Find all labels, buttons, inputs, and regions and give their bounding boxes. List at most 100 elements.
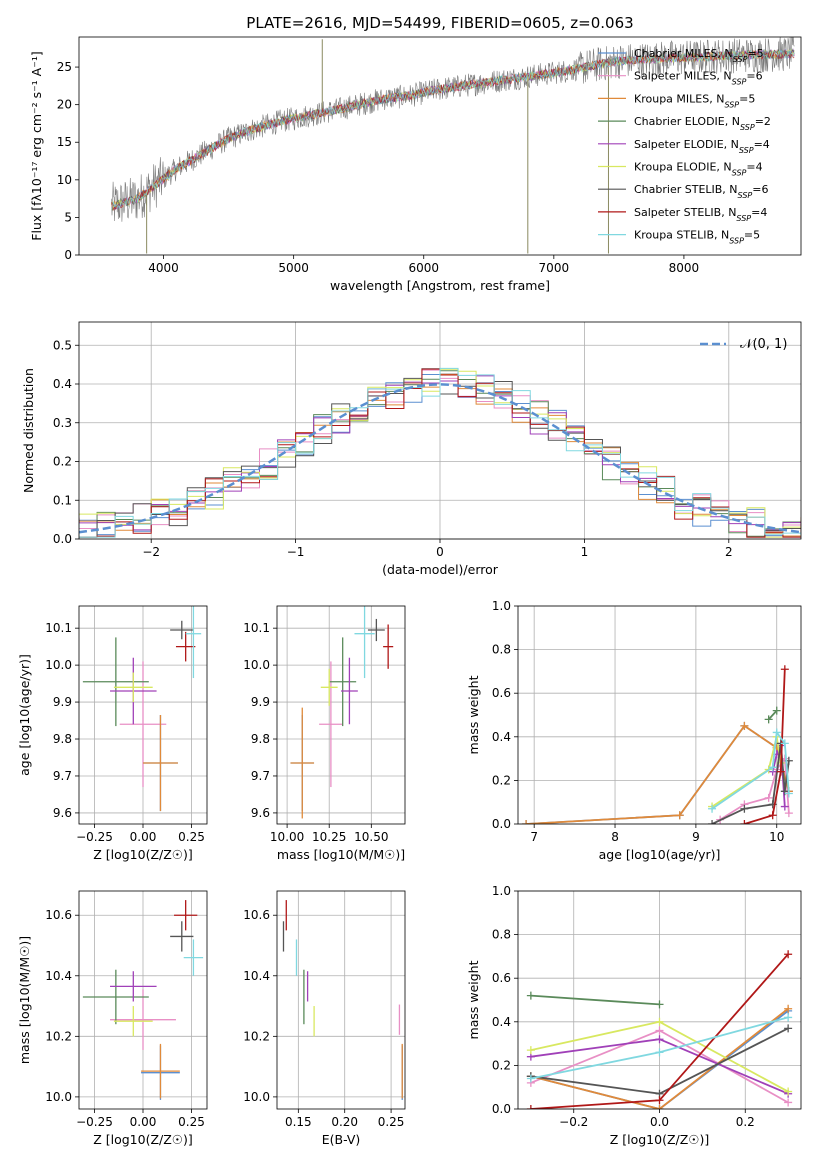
- y-tick-label: 0.4: [492, 730, 511, 744]
- weight-series-3: [530, 994, 660, 1006]
- x-tick-label: 10.50: [354, 830, 388, 844]
- legend-entry: Chabrier MILES, NSSP=5: [634, 47, 764, 64]
- x-tick-label: 0.15: [285, 1115, 312, 1129]
- weight-marker: [772, 706, 781, 715]
- x-axis-label: Z [log10(Z/Z☉)]: [610, 1132, 710, 1147]
- weight-marker: [740, 804, 749, 813]
- x-tick-label: 8000: [669, 261, 700, 275]
- histogram-8: [79, 367, 801, 538]
- x-axis-label: Z [log10(Z/Z☉)]: [93, 1132, 193, 1147]
- y-tick-label: 9.7: [53, 769, 72, 783]
- x-tick-label: −0.25: [76, 830, 113, 844]
- weight-marker: [655, 1105, 664, 1109]
- weight-marker: [784, 1087, 793, 1096]
- spectrum-plot: 4000 5000 6000 7000 8000 0 5 10 15 20 25 wavelength…: [29, 36, 802, 293]
- y-axis-label: Normed distribution: [21, 368, 36, 493]
- y-tick-label: 0.8: [492, 928, 511, 942]
- y-tick-label: 15: [57, 135, 72, 149]
- weight-marker: [784, 1024, 793, 1033]
- weight-marker: [708, 820, 717, 824]
- plot-area: [111, 37, 795, 254]
- spectrum-model-6: [111, 48, 795, 207]
- spectrum-model-7: [111, 50, 795, 212]
- weight-marker: [526, 1074, 535, 1083]
- y-tick-label: 0.0: [492, 1102, 511, 1116]
- spectrum-model-8: [111, 49, 795, 210]
- figure-title: PLATE=2616, MJD=54499, FIBERID=0605, z=0…: [246, 14, 633, 32]
- x-tick-label: 9: [692, 830, 700, 844]
- x-tick-label: 1: [581, 545, 589, 559]
- x-tick-label: 0.2: [736, 1115, 755, 1129]
- legend-entry: 𝒩(0, 1): [740, 337, 787, 352]
- x-tick-label: 6000: [408, 261, 439, 275]
- weight-marker: [780, 665, 789, 674]
- weight-marker: [526, 1046, 535, 1055]
- y-tick-label: 9.8: [251, 732, 270, 746]
- weight-marker: [784, 1013, 793, 1022]
- axes-frame: [517, 605, 802, 825]
- y-axis-label: mass weight: [466, 960, 481, 1039]
- weight-marker: [780, 802, 789, 811]
- axes-frame: [276, 605, 406, 825]
- weight-marker: [655, 1048, 664, 1057]
- weight-marker: [655, 1000, 664, 1009]
- y-tick-label: 9.7: [251, 769, 270, 783]
- x-tick-label: 10.00: [270, 830, 304, 844]
- weight-marker: [764, 793, 773, 802]
- weight-marker: [776, 767, 785, 776]
- y-tick-label: 10.2: [243, 1029, 270, 1043]
- y-axis-label: mass weight: [466, 675, 481, 754]
- plot-area: [79, 367, 801, 538]
- y-tick-label: 10.2: [45, 1029, 72, 1043]
- weight-marker: [780, 787, 789, 796]
- y-tick-label: 1.0: [492, 884, 511, 898]
- y-tick-label: 0.4: [53, 377, 72, 391]
- x-tick-label: 5000: [278, 261, 309, 275]
- weight-marker: [655, 1035, 664, 1044]
- x-tick-label: 8: [611, 830, 619, 844]
- weight-series-2: [530, 1007, 789, 1109]
- residuals-histogram: −2 −1 0 1 2 0.0 0.1 0.2 0.3 0.4 0.5 (data-model)/er…: [21, 321, 802, 577]
- weight-vs-age-plot: 7 8 9 10 0.0 0.2 0.4 0.6 0.8 1.0 age [log10(age/yr…: [466, 599, 802, 862]
- axes-frame: [78, 36, 802, 256]
- x-axis-label: Z [log10(Z/Z☉)]: [93, 847, 193, 862]
- weight-vs-metallicity-plot: −0.2 0.0 0.2 0.0 0.2 0.4 0.6 0.8 1.0 Z [log10(Z/Z…: [466, 884, 802, 1147]
- y-tick-label: 10.0: [45, 1090, 72, 1104]
- y-tick-label: 10.0: [243, 658, 270, 672]
- x-tick-label: −2: [142, 545, 160, 559]
- legend-entry: Kroupa ELODIE, NSSP=4: [634, 161, 763, 178]
- weight-marker: [780, 739, 789, 748]
- plot-area: [282, 900, 403, 1100]
- y-tick-label: 9.9: [251, 695, 270, 709]
- y-axis-label: age [log10(age/yr)]: [17, 654, 32, 776]
- weight-marker: [764, 715, 773, 724]
- weight-marker: [655, 1026, 664, 1035]
- x-tick-label: 10.25: [312, 830, 346, 844]
- x-tick-label: 4000: [148, 261, 179, 275]
- weight-series-1: [719, 756, 790, 821]
- y-tick-label: 0.2: [53, 455, 72, 469]
- weight-marker: [768, 763, 777, 772]
- x-tick-label: 0.0: [650, 1115, 669, 1129]
- plot-area: [522, 665, 793, 824]
- legend-entry: Salpeter MILES, NSSP=6: [634, 70, 763, 87]
- y-tick-label: 10.0: [243, 1090, 270, 1104]
- weight-marker: [526, 1105, 535, 1109]
- y-tick-label: 1.0: [492, 599, 511, 613]
- weight-series-6: [711, 743, 790, 824]
- x-tick-label: 0.00: [130, 1115, 157, 1129]
- legend-entry: Salpeter STELIB, NSSP=4: [634, 206, 767, 223]
- x-tick-label: −0.2: [559, 1115, 588, 1129]
- plot-area: [526, 950, 793, 1109]
- weight-series-7: [744, 669, 786, 824]
- legend-entry: Kroupa STELIB, NSSP=5: [634, 229, 760, 246]
- weight-marker: [784, 1004, 793, 1013]
- y-tick-label: 10.4: [243, 969, 270, 983]
- x-tick-label: 0.25: [178, 1115, 205, 1129]
- y-tick-label: 0.2: [492, 773, 511, 787]
- weight-marker: [675, 811, 684, 820]
- y-tick-label: 9.6: [53, 806, 72, 820]
- y-tick-label: 9.8: [53, 732, 72, 746]
- plot-area: [290, 606, 394, 819]
- x-axis-label: age [log10(age/yr)]: [599, 847, 721, 862]
